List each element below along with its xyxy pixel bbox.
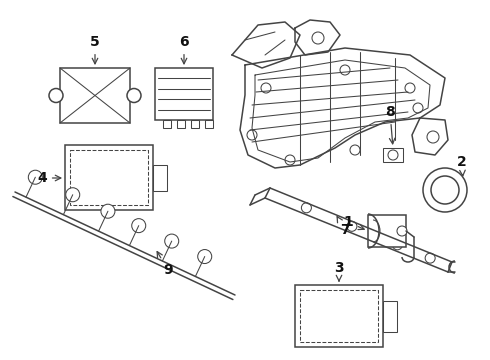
Bar bbox=[191, 120, 199, 128]
Circle shape bbox=[388, 150, 398, 160]
Text: 6: 6 bbox=[179, 35, 189, 64]
Text: 2: 2 bbox=[457, 155, 467, 176]
Circle shape bbox=[247, 130, 257, 140]
Bar bbox=[153, 165, 167, 190]
Circle shape bbox=[312, 32, 324, 44]
Circle shape bbox=[413, 103, 423, 113]
Bar bbox=[70, 150, 148, 205]
Circle shape bbox=[340, 65, 350, 75]
Text: 5: 5 bbox=[90, 35, 100, 64]
Text: 4: 4 bbox=[37, 171, 61, 185]
Bar bbox=[177, 120, 185, 128]
Circle shape bbox=[301, 203, 312, 213]
Circle shape bbox=[427, 131, 439, 143]
Bar bbox=[295, 285, 383, 347]
Circle shape bbox=[425, 253, 435, 263]
Circle shape bbox=[132, 219, 146, 233]
Circle shape bbox=[66, 188, 80, 202]
Circle shape bbox=[405, 83, 415, 93]
Text: 8: 8 bbox=[385, 105, 395, 144]
Bar bbox=[300, 290, 378, 342]
Circle shape bbox=[285, 155, 295, 165]
Text: 3: 3 bbox=[334, 261, 344, 281]
Circle shape bbox=[347, 221, 357, 231]
Bar bbox=[368, 215, 406, 247]
Circle shape bbox=[127, 89, 141, 103]
Bar bbox=[383, 148, 403, 162]
Circle shape bbox=[49, 89, 63, 103]
Bar bbox=[383, 301, 397, 332]
Circle shape bbox=[261, 83, 271, 93]
Circle shape bbox=[392, 240, 402, 250]
Bar bbox=[65, 145, 153, 210]
Bar bbox=[205, 120, 213, 128]
Text: 9: 9 bbox=[157, 252, 173, 277]
Circle shape bbox=[198, 249, 212, 264]
Circle shape bbox=[165, 234, 179, 248]
Circle shape bbox=[423, 168, 467, 212]
Circle shape bbox=[350, 145, 360, 155]
Text: 7: 7 bbox=[337, 217, 350, 237]
Bar bbox=[60, 68, 130, 123]
Bar bbox=[155, 68, 213, 120]
Bar bbox=[163, 120, 171, 128]
Text: 1: 1 bbox=[343, 215, 364, 230]
Circle shape bbox=[101, 204, 115, 218]
Circle shape bbox=[28, 170, 42, 184]
Circle shape bbox=[431, 176, 459, 204]
Circle shape bbox=[397, 226, 407, 236]
